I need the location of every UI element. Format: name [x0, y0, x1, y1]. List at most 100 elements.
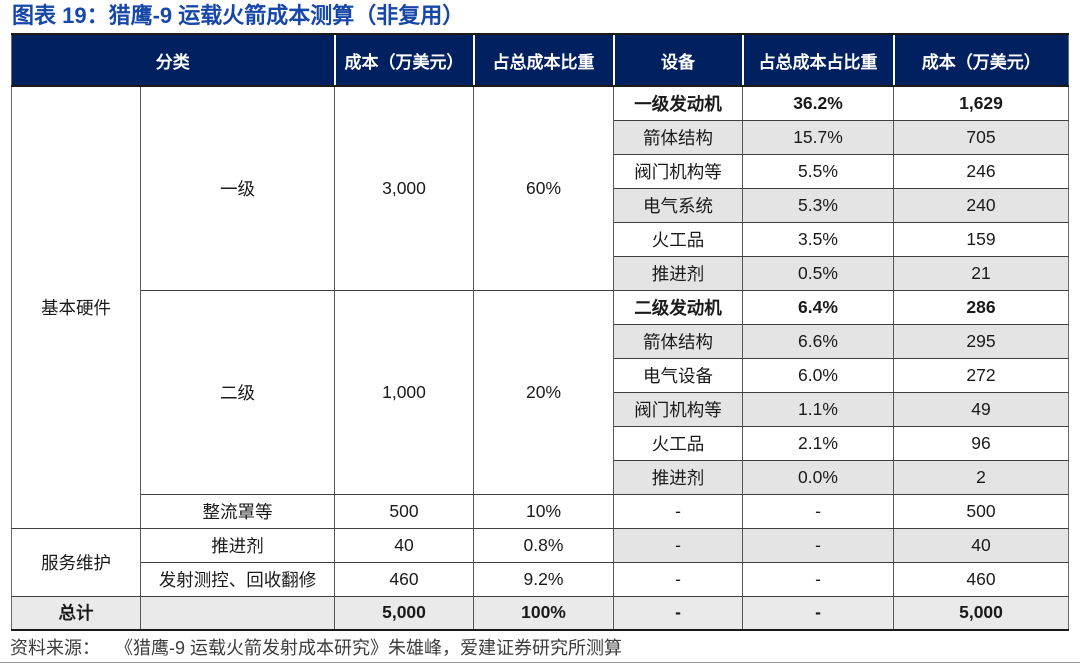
cell-device-cost: 705 — [893, 120, 1069, 155]
cell-device-share: 6.4% — [742, 290, 894, 325]
source-label: 资料来源： — [10, 638, 100, 658]
cell-propellant-name: 推进剂 — [140, 528, 335, 563]
cell-device-share: 15.7% — [742, 120, 894, 155]
table-row: 火工品 2.1% 96 — [12, 426, 1069, 461]
cell-device-share: 2.1% — [742, 426, 894, 461]
cell-launch-name: 发射测控、回收翻修 — [140, 562, 335, 597]
header-share: 占总成本比重 — [472, 33, 614, 87]
cell-device-name: 一级发动机 — [613, 86, 743, 121]
cell-device-share: - — [742, 494, 894, 529]
cell-total-share: 100% — [473, 596, 614, 631]
cell-hardware-label: 基本硬件 — [11, 86, 141, 529]
cell-device-name: - — [613, 562, 743, 597]
cell-stage2-share: 20% — [473, 290, 614, 495]
cell-propellant-cost: 40 — [334, 528, 474, 563]
cell-device-cost: 460 — [893, 562, 1069, 597]
cell-device-cost: 21 — [893, 256, 1069, 291]
cell-device-name: 火工品 — [613, 222, 743, 257]
cell-device-name: 电气设备 — [613, 358, 743, 393]
cell-total-label: 总计 — [11, 596, 141, 631]
bottom-rule — [0, 662, 1080, 663]
cell-device-cost: 500 — [893, 494, 1069, 529]
cell-device-name: 二级发动机 — [613, 290, 743, 325]
cell-device-cost: 96 — [893, 426, 1069, 461]
cell-device-name: 阀门机构等 — [613, 154, 743, 189]
header-cost: 成本（万美元） — [333, 33, 474, 87]
cell-device-cost: 1,629 — [893, 86, 1069, 121]
cell-device-cost: 240 — [893, 188, 1069, 223]
cell-service-label: 服务维护 — [11, 528, 141, 597]
header-device-share: 占总成本占比重 — [741, 33, 894, 87]
cell-propellant-share: 0.8% — [473, 528, 614, 563]
cell-total-empty — [140, 596, 335, 631]
cell-stage2-name: 二级 — [140, 290, 335, 495]
cost-table: 分类 成本（万美元） 占总成本比重 设备 占总成本占比重 成本（万美元） 基本硬… — [11, 33, 1069, 631]
header-device: 设备 — [612, 33, 743, 87]
table-header: 分类 成本（万美元） 占总成本比重 设备 占总成本占比重 成本（万美元） — [11, 33, 1069, 87]
table-row: 电气系统 5.3% 240 — [12, 188, 1069, 223]
cell-device-cost: 272 — [893, 358, 1069, 393]
cell-device-cost: 5,000 — [893, 596, 1069, 631]
table-row: 推进剂 0.0% 2 — [12, 460, 1069, 495]
table-row: 服务维护 推进剂 40 0.8% - - 40 — [11, 528, 1069, 597]
cell-device-cost: 246 — [893, 154, 1069, 189]
table-row: 二级 1,000 20% 二级发动机 6.4% 286 — [12, 290, 1069, 495]
cell-device-cost: 40 — [893, 528, 1069, 563]
cell-device-cost: 49 — [893, 392, 1069, 427]
table-row: 阀门机构等 1.1% 49 — [12, 392, 1069, 427]
cell-device-name: - — [613, 494, 743, 529]
cell-device-share: - — [742, 528, 894, 563]
header-category: 分类 — [11, 33, 335, 87]
cell-device-share: 0.5% — [742, 256, 894, 291]
table-row: 基本硬件 一级 3,000 60% 一级发动机 36.2% 1,629 — [11, 86, 1069, 529]
table-row: 箭体结构 6.6% 295 — [12, 324, 1069, 359]
cell-stage1-share: 60% — [473, 86, 614, 291]
cell-fairing-cost: 500 — [334, 494, 474, 529]
cell-device-name: 推进剂 — [613, 256, 743, 291]
cell-device-share: 1.1% — [742, 392, 894, 427]
cell-fairing-share: 10% — [473, 494, 614, 529]
cell-device-name: 推进剂 — [613, 460, 743, 495]
header-device-cost: 成本（万美元） — [892, 33, 1069, 87]
cell-device-share: 6.0% — [742, 358, 894, 393]
cell-total-cost: 5,000 — [334, 596, 474, 631]
cell-device-share: 6.6% — [742, 324, 894, 359]
cell-device-cost: 2 — [893, 460, 1069, 495]
cell-device-name: 电气系统 — [613, 188, 743, 223]
table-row: 阀门机构等 5.5% 246 — [12, 154, 1069, 189]
cell-device-cost: 295 — [893, 324, 1069, 359]
header-row: 分类 成本（万美元） 占总成本比重 设备 占总成本占比重 成本（万美元） — [11, 33, 1069, 87]
cell-device-share: - — [742, 562, 894, 597]
cell-device-name: 箭体结构 — [613, 324, 743, 359]
cell-device-share: - — [742, 596, 894, 631]
cell-launch-cost: 460 — [334, 562, 474, 597]
table-row: 发射测控、回收翻修 460 9.2% - - 460 — [12, 562, 1069, 597]
cell-device-cost: 159 — [893, 222, 1069, 257]
cell-device-share: 36.2% — [742, 86, 894, 121]
cell-device-name: - — [613, 596, 743, 631]
cell-device-name: 阀门机构等 — [613, 392, 743, 427]
table-row: 推进剂 0.5% 21 — [12, 256, 1069, 291]
cell-device-name: - — [613, 528, 743, 563]
cell-stage1-cost: 3,000 — [334, 86, 474, 291]
cell-device-share: 5.3% — [742, 188, 894, 223]
cell-device-cost: 286 — [893, 290, 1069, 325]
source-text: 《猎鹰-9 运载火箭发射成本研究》朱雄峰，爱建证券研究所测算 — [124, 638, 623, 658]
cell-stage1-name: 一级 — [140, 86, 335, 291]
cell-stage2-cost: 1,000 — [334, 290, 474, 495]
table-body: 基本硬件 一级 3,000 60% 一级发动机 36.2% 1,629 箭体结构… — [11, 86, 1069, 631]
source-note: 资料来源： 《猎鹰-9 运载火箭发射成本研究》朱雄峰，爱建证券研究所测算 — [10, 636, 622, 660]
cell-device-name: 火工品 — [613, 426, 743, 461]
figure-title: 图表 19：猎鹰-9 运载火箭成本测算（非复用） — [12, 3, 465, 28]
cell-fairing-name: 整流罩等 — [140, 494, 335, 529]
table-row: 电气设备 6.0% 272 — [12, 358, 1069, 393]
table-row: 箭体结构 15.7% 705 — [12, 120, 1069, 155]
cell-device-name: 箭体结构 — [613, 120, 743, 155]
cell-device-share: 0.0% — [742, 460, 894, 495]
cell-launch-share: 9.2% — [473, 562, 614, 597]
cell-device-share: 5.5% — [742, 154, 894, 189]
table-row: 整流罩等 500 10% - - 500 — [12, 494, 1069, 529]
table-row: 火工品 3.5% 159 — [12, 222, 1069, 257]
cell-device-share: 3.5% — [742, 222, 894, 257]
